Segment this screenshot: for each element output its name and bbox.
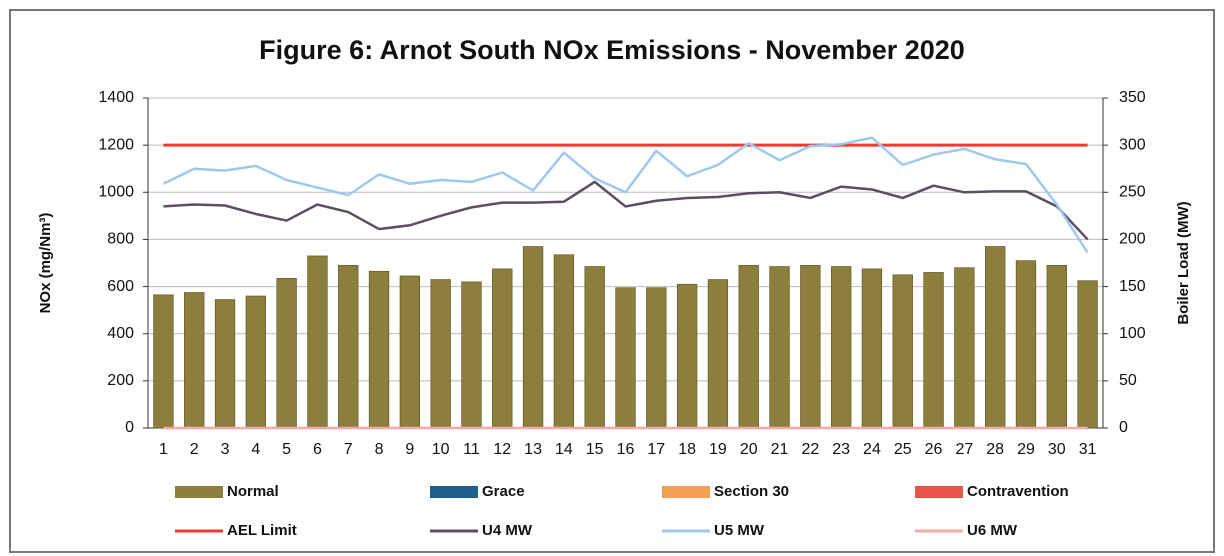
legend-label: Normal <box>227 483 279 500</box>
x-tick-label: 8 <box>375 441 384 458</box>
bar <box>338 265 359 429</box>
y2-tick-label: 350 <box>1119 89 1146 106</box>
x-tick-label: 20 <box>740 441 758 458</box>
bar <box>676 283 698 429</box>
y-tick-label: 600 <box>107 278 134 295</box>
bar <box>184 292 205 429</box>
bar <box>1046 265 1067 429</box>
x-tick-label: 29 <box>1017 441 1035 458</box>
x-tick-label: 27 <box>955 441 973 458</box>
x-tick-label: 18 <box>678 441 696 458</box>
x-tick-label: 30 <box>1048 441 1066 458</box>
legend-swatch <box>662 486 710 498</box>
x-tick-label: 21 <box>771 441 789 458</box>
bar <box>307 255 328 429</box>
x-tick-label: 15 <box>586 441 604 458</box>
chart-frame <box>9 9 1215 553</box>
legend-swatch <box>915 486 963 498</box>
x-tick-label: 13 <box>524 441 542 458</box>
bar <box>892 274 913 429</box>
bar <box>399 275 421 429</box>
bar <box>245 295 266 429</box>
legend-label: AEL Limit <box>227 522 297 539</box>
legend-swatch <box>175 486 223 498</box>
x-tick-label: 22 <box>801 441 819 458</box>
y-tick-label: 1000 <box>98 184 134 201</box>
x-tick-label: 6 <box>313 441 322 458</box>
bar <box>738 265 759 429</box>
bar <box>584 266 605 429</box>
bar <box>985 246 1006 429</box>
y2-tick-label: 50 <box>1119 372 1137 389</box>
y2-tick-label: 200 <box>1119 231 1146 248</box>
bar <box>214 299 236 429</box>
x-tick-label: 23 <box>832 441 850 458</box>
x-tick-label: 5 <box>282 441 291 458</box>
y-tick-label: 400 <box>107 325 134 342</box>
x-tick-label: 12 <box>493 441 511 458</box>
legend-swatch <box>430 486 478 498</box>
x-tick-label: 17 <box>647 441 665 458</box>
legend-label: U4 MW <box>482 522 533 539</box>
bar <box>615 287 636 429</box>
x-tick-label: 2 <box>190 441 199 458</box>
x-tick-label: 31 <box>1079 441 1097 458</box>
x-tick-label: 3 <box>221 441 230 458</box>
y-tick-label: 1400 <box>98 89 134 106</box>
bar <box>954 267 975 429</box>
x-tick-label: 16 <box>617 441 635 458</box>
bar <box>800 265 821 429</box>
bar <box>368 270 390 429</box>
bar <box>492 268 513 429</box>
bar <box>861 268 883 429</box>
y2-tick-label: 100 <box>1119 325 1146 342</box>
line <box>162 136 1089 254</box>
y-tick-label: 200 <box>107 372 134 389</box>
y-axis-title: NOx (mg/Nm³) <box>37 213 54 314</box>
x-tick-label: 11 <box>463 441 480 458</box>
bar <box>153 294 174 429</box>
bar <box>830 266 852 429</box>
y2-tick-label: 150 <box>1119 278 1146 295</box>
bar <box>461 281 482 429</box>
bar <box>707 279 729 429</box>
bar <box>769 266 790 429</box>
legend-label: Grace <box>482 483 525 500</box>
x-tick-label: 28 <box>986 441 1004 458</box>
x-tick-label: 19 <box>709 441 727 458</box>
y2-tick-label: 300 <box>1119 136 1146 153</box>
x-tick-label: 24 <box>863 441 881 458</box>
x-tick-label: 9 <box>405 441 414 458</box>
y-tick-label: 0 <box>125 419 134 436</box>
bar <box>553 254 575 429</box>
x-tick-label: 4 <box>251 441 260 458</box>
y2-axis-title: Boiler Load (MW) <box>1175 201 1192 324</box>
line <box>163 180 1089 241</box>
y-tick-label: 1200 <box>98 136 134 153</box>
bar <box>430 279 451 429</box>
x-tick-label: 26 <box>925 441 943 458</box>
x-tick-label: 7 <box>344 441 353 458</box>
y2-tick-label: 0 <box>1119 419 1128 436</box>
bar <box>1015 260 1037 429</box>
bar <box>522 246 544 429</box>
legend-label: U5 MW <box>714 522 765 539</box>
legend-label: U6 MW <box>967 522 1018 539</box>
chart-title: Figure 6: Arnot South NOx Emissions - No… <box>259 35 965 65</box>
y2-tick-label: 250 <box>1119 184 1146 201</box>
bar <box>923 272 944 429</box>
x-tick-label: 10 <box>432 441 450 458</box>
x-tick-label: 25 <box>894 441 912 458</box>
bar <box>646 287 667 429</box>
x-tick-label: 14 <box>555 441 573 458</box>
x-tick-label: 1 <box>159 441 168 458</box>
bar <box>276 278 297 429</box>
bar <box>1077 280 1098 429</box>
legend-label: Section 30 <box>714 483 789 500</box>
legend-label: Contravention <box>967 483 1069 500</box>
y-tick-label: 800 <box>107 231 134 248</box>
